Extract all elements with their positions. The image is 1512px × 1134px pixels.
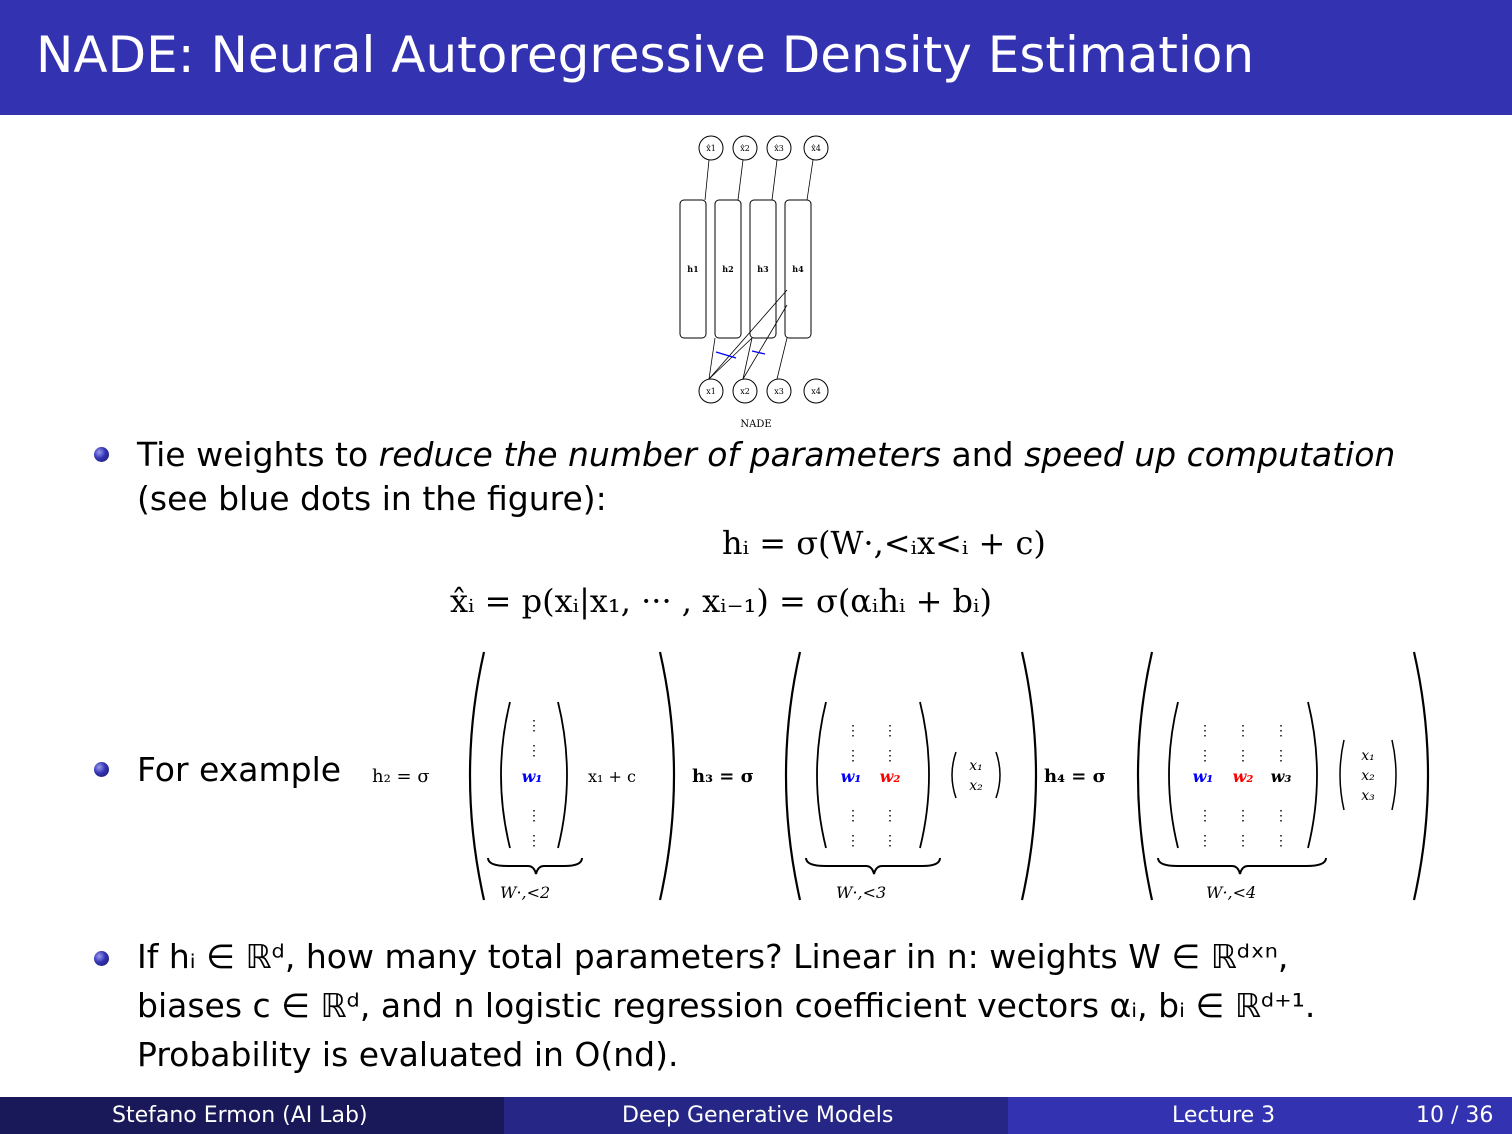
svg-text:⋮: ⋮ xyxy=(883,808,897,824)
hidden-layer-2 xyxy=(714,199,742,339)
w3-label: w₃ xyxy=(1271,767,1292,786)
output-label-2: x̂2 xyxy=(740,144,750,153)
output-node-4 xyxy=(803,135,829,161)
output-label-1: x̂1 xyxy=(706,144,716,153)
svg-text:⋮: ⋮ xyxy=(846,808,860,824)
hidden-label-2: h2 xyxy=(722,264,733,274)
svg-text:⋮: ⋮ xyxy=(1236,723,1250,739)
footer-author-section: Stefano Ermon (AI Lab) xyxy=(0,1097,504,1134)
figure-caption: NADE xyxy=(740,419,771,430)
input-node-1 xyxy=(698,378,724,404)
svg-text:⋮: ⋮ xyxy=(1236,808,1250,824)
input-node-3 xyxy=(766,378,792,404)
x2-label: x₂ xyxy=(969,778,983,794)
w1-label: w₁ xyxy=(1193,767,1214,786)
svg-text:⋮: ⋮ xyxy=(1236,748,1250,764)
w2-label: w₂ xyxy=(1233,767,1254,786)
svg-text:⋮: ⋮ xyxy=(527,718,541,734)
W3-label: W·,<3 xyxy=(836,883,886,902)
input-label-3: x3 xyxy=(774,387,784,396)
svg-text:⋮: ⋮ xyxy=(883,723,897,739)
tied-weight-marks xyxy=(715,350,766,359)
equation-output: x̂ᵢ = p(xᵢ|x₁, ··· , xᵢ₋₁) = σ(αᵢhᵢ + bᵢ… xyxy=(450,582,992,620)
svg-text:⋮: ⋮ xyxy=(527,808,541,824)
svg-text:⋮: ⋮ xyxy=(1198,723,1212,739)
footer-lecture: Lecture 3 xyxy=(1172,1103,1276,1128)
footer-lecture-section: Lecture 3 10 / 36 xyxy=(1008,1097,1512,1134)
bullet-1-line-1: Tie weights to reduce the number of para… xyxy=(137,435,1396,474)
input-node-4 xyxy=(803,378,829,404)
footer: Stefano Ermon (AI Lab) Deep Generative M… xyxy=(0,1097,1512,1134)
output-node-1 xyxy=(698,135,724,161)
hidden-label-4: h4 xyxy=(792,264,804,274)
example-matrices: h₂ = σ ⋮ ⋮ w₁ ⋮ ⋮ W·,<2 x₁ + c h₃ = σ ⋮ … xyxy=(372,651,1430,902)
svg-text:⋮: ⋮ xyxy=(1274,748,1288,764)
slide-title: NADE: Neural Autoregressive Density Esti… xyxy=(36,26,1255,84)
output-node-3 xyxy=(766,135,792,161)
bullet-3-line-3: Probability is evaluated in O(nd). xyxy=(137,1035,679,1074)
svg-text:⋮: ⋮ xyxy=(1274,723,1288,739)
hidden-layer-1 xyxy=(679,199,707,339)
svg-text:⋮: ⋮ xyxy=(1274,833,1288,849)
svg-text:⋮: ⋮ xyxy=(1274,808,1288,824)
x3-label: x₃ xyxy=(1361,788,1375,804)
bullet-1-line-2: (see blue dots in the figure): xyxy=(137,479,607,518)
footer-author: Stefano Ermon (AI Lab) xyxy=(112,1103,368,1128)
svg-text:⋮: ⋮ xyxy=(883,748,897,764)
h2-label: h₂ = σ xyxy=(372,766,430,787)
x2-label: x₂ xyxy=(1361,768,1375,784)
bullet-point xyxy=(94,762,109,777)
output-label-3: x̂3 xyxy=(774,144,784,153)
hidden-layer-3 xyxy=(749,199,777,339)
input-node-2 xyxy=(732,378,758,404)
x1-label: x₁ xyxy=(969,758,983,774)
bullet-point xyxy=(94,951,109,966)
svg-text:⋮: ⋮ xyxy=(1198,808,1212,824)
svg-text:⋮: ⋮ xyxy=(846,723,860,739)
w1-label: w₁ xyxy=(841,767,862,786)
svg-text:⋮: ⋮ xyxy=(846,748,860,764)
h3-label: h₃ = σ xyxy=(692,766,754,787)
w2-label: w₂ xyxy=(880,767,901,786)
input-label-2: x2 xyxy=(740,387,750,396)
bullet-3-line-1: If hᵢ ∈ ℝᵈ, how many total parameters? L… xyxy=(137,937,1289,976)
svg-text:⋮: ⋮ xyxy=(1198,748,1212,764)
svg-text:⋮: ⋮ xyxy=(846,833,860,849)
hidden-layer-4 xyxy=(784,199,812,339)
input-label-4: x4 xyxy=(811,387,821,396)
bullet-3-line-2: biases c ∈ ℝᵈ, and n logistic regression… xyxy=(137,986,1316,1025)
footer-course-section: Deep Generative Models xyxy=(504,1097,1008,1134)
output-label-4: x̂4 xyxy=(811,144,821,153)
output-node-2 xyxy=(732,135,758,161)
W2-label: W·,<2 xyxy=(500,883,550,902)
W4-label: W·,<4 xyxy=(1206,883,1256,902)
title-bar: NADE: Neural Autoregressive Density Esti… xyxy=(0,0,1512,115)
footer-page-number: 10 / 36 xyxy=(1416,1103,1494,1128)
svg-text:⋮: ⋮ xyxy=(883,833,897,849)
x1-plus-c: x₁ + c xyxy=(588,767,636,786)
for-example-label: For example xyxy=(137,750,342,789)
svg-text:⋮: ⋮ xyxy=(527,743,541,759)
svg-text:⋮: ⋮ xyxy=(527,833,541,849)
x1-label: x₁ xyxy=(1361,748,1375,764)
h4-label: h₄ = σ xyxy=(1044,766,1106,787)
bullet-point xyxy=(94,447,109,462)
svg-text:⋮: ⋮ xyxy=(1198,833,1212,849)
equation-hidden: hᵢ = σ(W·,<ᵢx<ᵢ + c) xyxy=(722,524,1046,562)
w1-label: w₁ xyxy=(522,767,543,786)
figure-edges xyxy=(704,159,814,380)
nade-figure: x̂1 x̂2 x̂3 x̂4 h1 h2 h3 h4 x1 x2 x3 x4 … xyxy=(679,135,829,430)
hidden-label-3: h3 xyxy=(757,264,769,274)
input-label-1: x1 xyxy=(706,387,716,396)
footer-course: Deep Generative Models xyxy=(622,1103,894,1128)
hidden-label-1: h1 xyxy=(687,264,698,274)
svg-text:⋮: ⋮ xyxy=(1236,833,1250,849)
